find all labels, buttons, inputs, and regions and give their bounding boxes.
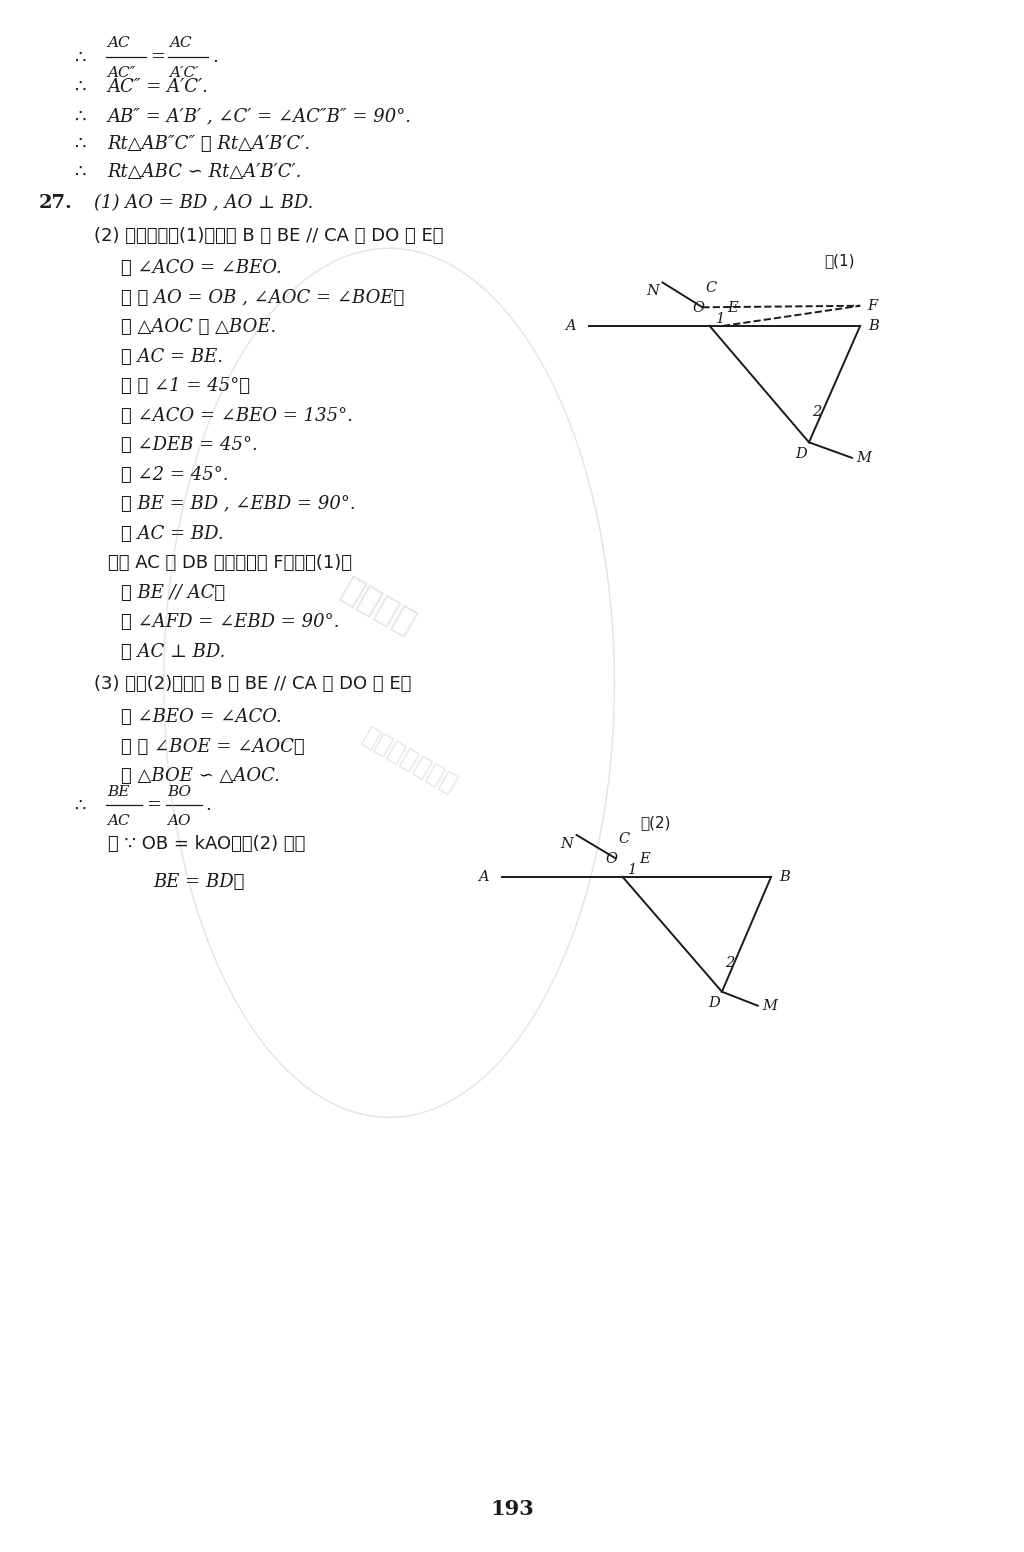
Text: =: = [146,796,162,815]
Text: E: E [727,301,737,315]
Text: ∴ ∠BEO = ∠ACO.: ∴ ∠BEO = ∠ACO. [121,708,282,726]
Text: B: B [868,318,879,334]
Text: 又 ∵ ∠1 = 45°，: 又 ∵ ∠1 = 45°， [121,377,250,396]
Text: E: E [639,852,649,866]
Text: ∴ ∠DEB = 45°.: ∴ ∠DEB = 45°. [121,436,258,455]
Text: ∵ BE // AC，: ∵ BE // AC， [121,584,225,602]
Text: ∴ ∠ACO = ∠BEO = 135°.: ∴ ∠ACO = ∠BEO = 135°. [121,407,352,425]
Text: N: N [561,837,573,850]
Text: 图(2): 图(2) [640,815,671,830]
Text: 又 ∵ AO = OB , ∠AOC = ∠BOE，: 又 ∵ AO = OB , ∠AOC = ∠BOE， [121,289,404,307]
Text: ∴: ∴ [75,107,86,126]
Text: 2: 2 [725,956,734,970]
Text: AC″: AC″ [108,65,136,81]
Text: M: M [856,450,871,466]
Text: 延长 AC 交 DB 的延长线于 F，如图(1)，: 延长 AC 交 DB 的延长线于 F，如图(1)， [108,554,351,573]
Text: ∴: ∴ [75,48,86,67]
Text: N: N [647,284,659,298]
Text: ∴: ∴ [75,796,86,815]
Text: AC″ = A′C′.: AC″ = A′C′. [108,78,209,96]
Text: 27.: 27. [39,194,73,213]
Text: A: A [565,318,575,334]
Text: AO: AO [167,813,190,829]
Text: F: F [867,298,878,314]
Text: C: C [706,281,717,295]
Text: ∴ AC = BE.: ∴ AC = BE. [121,348,223,366]
Text: ∴ BE = BD , ∠EBD = 90°.: ∴ BE = BD , ∠EBD = 90°. [121,495,355,514]
Text: D: D [796,447,807,461]
Text: O: O [605,852,617,866]
Text: B: B [779,869,790,885]
Text: M: M [762,998,777,1013]
Text: Rt△ABC ∽ Rt△A′B′C′.: Rt△ABC ∽ Rt△A′B′C′. [108,163,302,182]
Text: 2: 2 [812,405,821,419]
Text: ∴ ∠ACO = ∠BEO.: ∴ ∠ACO = ∠BEO. [121,259,282,278]
Text: =: = [151,48,166,67]
Text: ∴ AC = BD.: ∴ AC = BD. [121,525,223,543]
Text: 193: 193 [490,1499,534,1518]
Text: 1: 1 [628,863,637,877]
Text: AC: AC [108,36,130,51]
Text: AC: AC [169,36,191,51]
Text: AC: AC [108,813,130,829]
Text: .: . [205,796,211,815]
Text: .: . [212,48,218,67]
Text: A: A [478,869,488,885]
Text: C: C [618,832,630,846]
Text: ∴: ∴ [75,163,86,182]
Text: BE = BD，: BE = BD， [154,872,245,891]
Text: ∴ △BOE ∽ △AOC.: ∴ △BOE ∽ △AOC. [121,767,280,785]
Text: 我的学习我做主: 我的学习我做主 [358,723,461,798]
Text: 图(1): 图(1) [824,253,855,268]
Text: D: D [709,996,720,1010]
Text: 1: 1 [716,312,725,326]
Text: ∵ ∠2 = 45°.: ∵ ∠2 = 45°. [121,466,228,484]
Text: Rt△AB″C″ ≅ Rt△A′B′C′.: Rt△AB″C″ ≅ Rt△A′B′C′. [108,135,310,154]
Text: AB″ = A′B′ , ∠C′ = ∠AC″B″ = 90°.: AB″ = A′B′ , ∠C′ = ∠AC″B″ = 90°. [108,107,412,126]
Text: A′C′: A′C′ [169,65,199,81]
Text: (2) 证明：如图(1)，过点 B 作 BE // CA 交 DO 于 E，: (2) 证明：如图(1)，过点 B 作 BE // CA 交 DO 于 E， [94,227,443,245]
Text: 又 ∵ OB = kAO，由(2) 知，: 又 ∵ OB = kAO，由(2) 知， [108,835,305,854]
Text: (1) AO = BD , AO ⊥ BD.: (1) AO = BD , AO ⊥ BD. [94,194,313,213]
Text: ∴: ∴ [75,135,86,154]
Text: 又 ∵ ∠BOE = ∠AOC，: 又 ∵ ∠BOE = ∠AOC， [121,737,304,756]
Text: (3) 如图(2)，过点 B 作 BE // CA 交 DO 于 E，: (3) 如图(2)，过点 B 作 BE // CA 交 DO 于 E， [94,675,412,694]
Text: ∴ △AOC ≅ △BOE.: ∴ △AOC ≅ △BOE. [121,318,276,337]
Text: 拒绝抄袭: 拒绝抄袭 [336,571,422,639]
Text: O: O [692,301,705,315]
Text: ∴: ∴ [75,78,86,96]
Text: BO: BO [167,784,190,799]
Text: ∴ AC ⊥ BD.: ∴ AC ⊥ BD. [121,643,225,661]
Text: BE: BE [108,784,130,799]
Text: ∴ ∠AFD = ∠EBD = 90°.: ∴ ∠AFD = ∠EBD = 90°. [121,613,339,632]
